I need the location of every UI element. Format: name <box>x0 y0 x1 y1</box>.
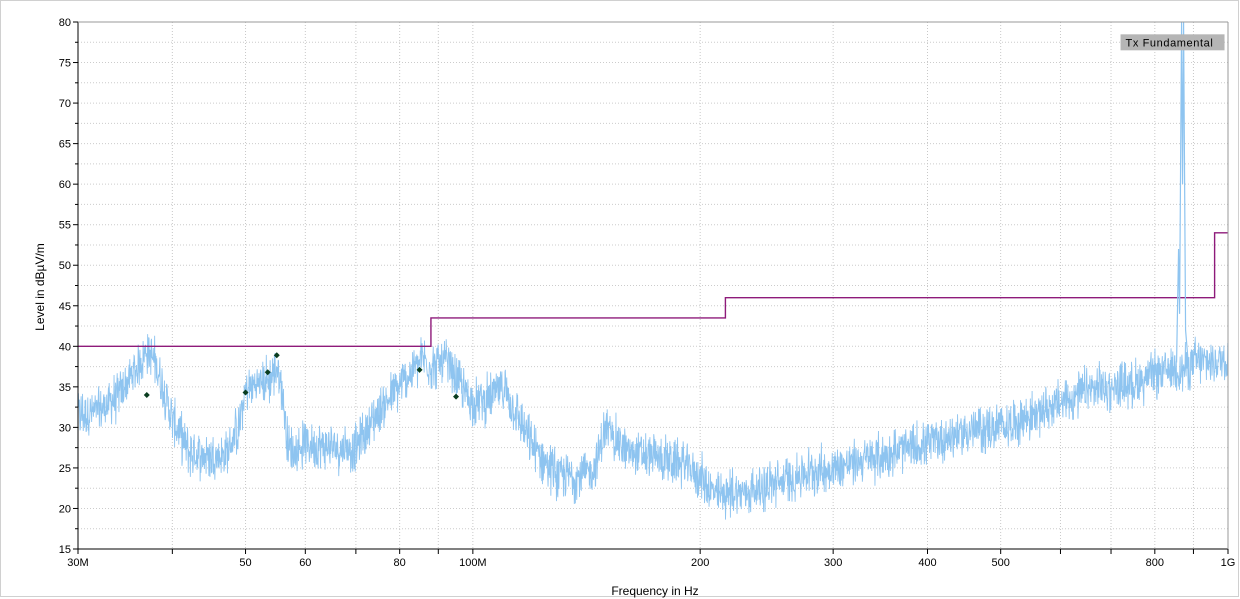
y-tick-label: 50 <box>59 260 71 272</box>
y-tick-label: 20 <box>59 503 71 515</box>
x-tick-label: 1G <box>1221 557 1236 569</box>
x-tick-label: 800 <box>1146 557 1164 569</box>
x-tick-label: 400 <box>918 557 936 569</box>
measurement-marker <box>242 389 249 396</box>
y-tick-label: 35 <box>59 382 71 394</box>
y-tick-label: 55 <box>59 220 71 232</box>
measurement-marker <box>416 366 423 373</box>
measurement-marker <box>453 393 460 400</box>
marker-layer <box>143 352 460 400</box>
axes: 15 20 25 30 35 40 45 50 55 60 65 70 75 80 30M 50 60 80 100… <box>59 17 1236 569</box>
spectrum-series <box>77 334 1229 520</box>
annotation-layer: Tx Fundamental <box>1120 34 1225 51</box>
measurement-marker <box>273 352 280 359</box>
y-axis-title: Level in dBµV/m <box>33 243 47 331</box>
y-tick-label: 75 <box>59 58 71 70</box>
x-axis-title: Frequency in Hz <box>611 584 698 598</box>
limit-line <box>78 232 1228 348</box>
measurement-marker <box>143 391 150 398</box>
y-tick-label: 30 <box>59 422 71 434</box>
x-tick-label: 100M <box>459 557 487 569</box>
x-tick-label: 300 <box>824 557 842 569</box>
y-tick-label: 70 <box>59 98 71 110</box>
x-tick-label: 80 <box>394 557 406 569</box>
y-tick-label: 25 <box>59 463 71 475</box>
series-layer <box>77 21 1229 520</box>
annotation-tx-fundamental: Tx Fundamental <box>1120 34 1225 51</box>
annotation-label: Tx Fundamental <box>1126 37 1214 49</box>
x-tick-label: 200 <box>691 557 709 569</box>
y-tick-label: 80 <box>59 17 71 29</box>
x-tick-label: 500 <box>991 557 1009 569</box>
measurement-marker <box>264 369 271 376</box>
y-tick-label: 60 <box>59 179 71 191</box>
fundamental-peak <box>1175 21 1190 367</box>
x-tick-label: 60 <box>299 557 311 569</box>
annotation-box <box>1120 34 1225 51</box>
x-tick-label: 50 <box>239 557 251 569</box>
y-tick-label: 40 <box>59 341 71 353</box>
y-tick-label: 65 <box>59 139 71 151</box>
y-tick-label: 45 <box>59 301 71 313</box>
x-tick-label: 30M <box>67 557 88 569</box>
y-tick-label: 15 <box>59 544 71 556</box>
grid <box>78 22 1228 549</box>
